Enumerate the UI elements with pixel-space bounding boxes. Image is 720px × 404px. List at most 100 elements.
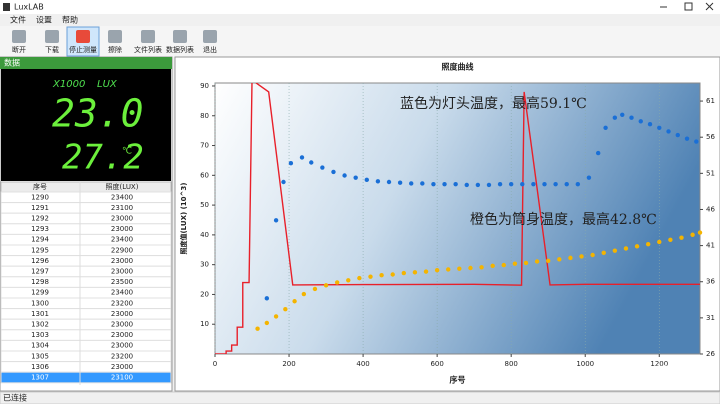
table-row[interactable] [0,191,172,204]
data-point [288,161,294,166]
tool-icon[interactable] [12,30,26,43]
data-point [323,283,329,288]
table-cell: 1291 [31,204,49,212]
table-cell: 23000 [111,268,133,276]
data-point [434,267,440,273]
tool-icon[interactable] [76,30,90,43]
data-point [264,320,270,326]
table-cell: 23400 [111,289,133,297]
tool-label[interactable]: 文件列表 [134,45,162,54]
tool-icon[interactable] [45,30,59,43]
y-tick-label: 40 [200,231,209,239]
table-cell: 1295 [31,246,49,254]
menu-item[interactable]: 设置 [36,15,52,25]
data-point [420,181,425,186]
data-point [508,181,514,187]
tool-label[interactable]: 下载 [45,45,59,54]
table-row[interactable] [0,371,172,384]
y2-tick-label: 36 [706,278,715,286]
data-point [397,180,403,185]
table-cell: 23000 [111,331,133,339]
table-cell: 23000 [111,363,133,371]
data-point [603,125,608,131]
tool-label[interactable]: 数据列表 [166,45,194,54]
table-row[interactable] [0,255,172,267]
data-point [386,179,392,185]
close[interactable] [705,2,714,11]
y2-tick-label: 46 [706,205,715,213]
table-row[interactable] [0,223,172,235]
data-point [301,291,307,297]
data-point [568,255,573,261]
data-point [283,306,288,312]
tool-label[interactable]: 停止测量 [69,45,97,54]
y-tick-label: 30 [200,261,209,269]
status-bar [0,391,720,404]
data-point [620,112,625,117]
tool-icon[interactable] [141,30,155,43]
display [1,69,171,181]
tool-icon[interactable] [108,30,122,43]
data-point [697,230,703,235]
x-tick-label: 0 [213,360,217,368]
data-point [375,179,381,184]
column-header: 照度(LUX) [106,182,139,191]
table-row[interactable] [0,318,172,331]
menu-item[interactable]: 帮助 [62,15,78,25]
data-point [346,278,351,283]
table-row[interactable] [0,329,172,341]
table-cell: 23100 [111,374,133,382]
table-row[interactable] [0,297,172,310]
data-point [309,160,314,165]
status: 已连接 [3,393,27,403]
table-row[interactable] [0,233,172,246]
table-row[interactable] [0,308,172,320]
data-point [531,181,536,187]
data-line [215,83,700,354]
data-point [501,262,506,268]
menu-item[interactable]: 文件 [10,15,26,25]
table-row[interactable] [0,276,172,288]
table-cell: 23000 [111,321,133,329]
table-cell: 1303 [31,331,49,339]
tool-icon[interactable] [173,30,187,43]
display-temp-unit: ℃ [122,147,132,157]
tool-label[interactable]: 擦除 [108,45,122,54]
y-tick-label: 80 [200,112,209,120]
column-header: 序号 [33,182,47,191]
table-cell: 1305 [31,352,49,360]
data-point [479,265,484,270]
data-point [255,326,260,331]
table-row[interactable] [0,244,172,257]
maximize[interactable] [684,2,693,11]
table-row[interactable] [0,350,172,363]
tool-label[interactable]: 退出 [203,45,217,54]
watermark: 新浪众测 [655,364,707,380]
table-cell: 1302 [31,321,49,329]
data-point [423,269,429,274]
data-point [542,181,547,187]
tool-icon[interactable] [203,30,217,43]
table-row[interactable] [0,339,172,352]
y2-tick-label: 51 [706,169,715,177]
table-row[interactable] [0,265,172,278]
table-row[interactable] [0,286,172,299]
table-cell: 23100 [111,204,133,212]
table-row[interactable] [0,361,172,373]
data-point [647,121,653,127]
y-tick-label: 20 [200,290,209,298]
table-cell: 23000 [111,257,133,265]
data-point [334,280,340,285]
table-row[interactable] [0,212,172,225]
data-point [564,181,569,187]
x-tick-label: 1200 [650,360,668,368]
data-point [442,181,447,187]
tool-label[interactable]: 断开 [12,45,26,54]
table-row[interactable] [0,202,172,214]
annotation: 橙色为筒身温度，最高42.8℃ [470,211,657,228]
y-tick-label: 60 [200,171,209,179]
data-point [638,119,643,124]
table-cell: 1298 [31,278,49,286]
table-cell: 23000 [111,342,133,350]
data-point [412,270,418,275]
